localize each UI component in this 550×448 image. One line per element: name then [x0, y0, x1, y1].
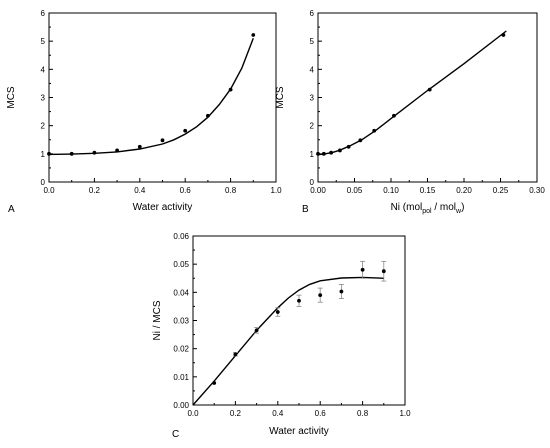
- x-tick-label: 0.4: [134, 186, 146, 195]
- data-point: [360, 267, 365, 272]
- y-tick-label: 0.04: [173, 288, 189, 297]
- x-axis-title: Ni (molpol / molw): [391, 202, 465, 215]
- y-axis-title: MCS: [275, 86, 286, 109]
- y-tick-label: 0.00: [173, 401, 189, 410]
- y-tick-label: 0.03: [173, 317, 189, 326]
- data-point: [47, 151, 51, 156]
- data-point: [329, 150, 334, 155]
- data-point: [338, 148, 342, 153]
- data-point: [381, 269, 386, 274]
- panel-c: 0.0 0.2 0.4 0.6 0.8 1.0 0.00 0.01 0.02 0.03 0.04 0.…: [152, 232, 411, 440]
- y-tick-label: 5: [41, 37, 46, 46]
- y-tick-label: 4: [41, 65, 46, 74]
- x-tick-label: 0.4: [272, 409, 284, 418]
- y-axis-title: MCS: [6, 86, 17, 109]
- x-tick-label: 0.8: [225, 186, 237, 195]
- y-tick-label: 4: [310, 65, 315, 74]
- panel-a: 0.0 0.2 0.4 0.6 0.8 1.0 0 1 2 3 4 5 6 Water activity M…: [6, 9, 282, 215]
- data-point: [212, 381, 217, 385]
- x-tick-label: 1.0: [399, 409, 411, 418]
- plot-frame: [192, 235, 406, 406]
- y-axis-title: Ni / MCS: [152, 300, 163, 340]
- y-tick-label: 0: [41, 178, 46, 187]
- x-tick-label: 0.30: [529, 186, 545, 195]
- x-tick-label: 0.25: [493, 186, 509, 195]
- data-point: [115, 148, 119, 153]
- data-point: [206, 113, 210, 118]
- plot-frame: [317, 12, 538, 183]
- y-tick-label: 0: [310, 178, 315, 187]
- y-tick-label: 0.01: [173, 373, 189, 382]
- x-tick-label: 0.00: [310, 186, 326, 195]
- panel-letter: C: [172, 429, 179, 440]
- x-tick-label: 0.05: [347, 186, 363, 195]
- data-point: [254, 328, 259, 333]
- data-point: [316, 151, 320, 156]
- x-axis-title: Water activity: [269, 426, 329, 437]
- y-tick-label: 3: [310, 94, 315, 103]
- data-point: [228, 87, 233, 92]
- x-tick-label: 0.2: [89, 186, 101, 195]
- fit-line: [48, 38, 254, 156]
- data-point: [392, 113, 396, 118]
- data-point: [160, 138, 165, 143]
- y-tick-label: 2: [310, 122, 315, 131]
- data-point: [339, 289, 344, 294]
- x-tick-label: 0.15: [420, 186, 436, 195]
- y-tick-label: 5: [310, 37, 315, 46]
- y-tick-label: 1: [310, 150, 315, 159]
- data-point: [275, 310, 280, 314]
- panel-b: 0.00 0.05 0.10 0.15 0.20 0.25 0.30 0 1 2 3 4 5 6 Ni (m…: [275, 9, 545, 215]
- y-tick-label: 0.06: [173, 232, 189, 241]
- x-tick-label: 0.20: [456, 186, 472, 195]
- plot-frame: [48, 12, 277, 183]
- x-tick-label: 1.0: [270, 186, 282, 195]
- panel-letter: B: [302, 204, 309, 215]
- data-point: [321, 151, 326, 156]
- data-point: [358, 138, 363, 143]
- y-tick-label: 1: [41, 150, 46, 159]
- data-point: [501, 33, 506, 37]
- data-point: [427, 87, 432, 92]
- fit-line: [317, 30, 507, 156]
- y-tick-label: 2: [41, 122, 46, 131]
- data-point: [346, 144, 351, 149]
- y-tick-label: 6: [310, 9, 315, 18]
- data-point: [233, 352, 238, 357]
- y-tick-label: 0.02: [173, 345, 189, 354]
- data-point: [297, 298, 301, 303]
- x-tick-label: 0.2: [230, 409, 242, 418]
- data-point: [137, 144, 142, 149]
- x-axis-title: Water activity: [133, 202, 193, 213]
- data-point: [318, 293, 323, 298]
- y-tick-label: 0.05: [173, 260, 189, 269]
- data-point: [183, 128, 188, 133]
- x-tick-label: 0.8: [357, 409, 369, 418]
- x-tick-label: 0.0: [187, 409, 199, 418]
- data-point: [92, 150, 97, 155]
- data-point: [69, 151, 74, 156]
- x-tick-label: 0.6: [180, 186, 192, 195]
- x-tick-label: 0.10: [383, 186, 399, 195]
- x-tick-label: 0.0: [43, 186, 55, 195]
- data-point: [251, 33, 256, 37]
- panel-letter: A: [8, 204, 15, 215]
- fit-line: [192, 276, 384, 406]
- data-point: [372, 128, 377, 133]
- x-tick-label: 0.6: [315, 409, 327, 418]
- y-tick-label: 3: [41, 94, 46, 103]
- y-tick-label: 6: [41, 9, 46, 18]
